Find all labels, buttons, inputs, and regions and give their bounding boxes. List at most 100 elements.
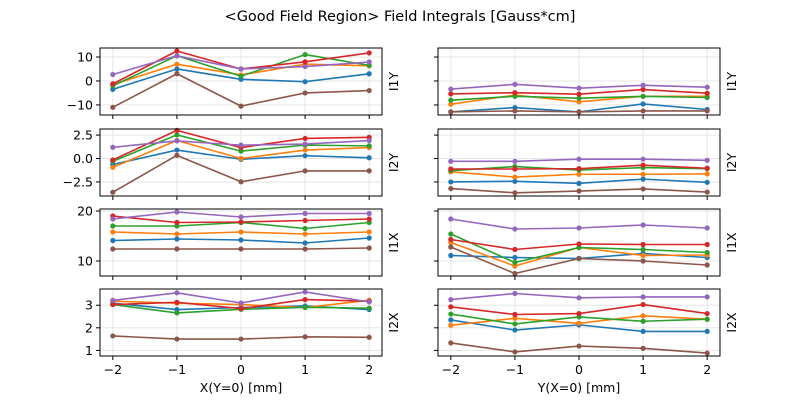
series-3-point: [448, 311, 454, 317]
x-tick-label: −2: [442, 362, 460, 377]
series-6-point: [640, 258, 646, 264]
series-6-point: [174, 246, 180, 252]
series-3-point: [238, 148, 244, 154]
series-5-point: [512, 81, 518, 87]
series-1-point: [238, 237, 244, 243]
series-3-point: [302, 304, 308, 310]
series-6-point: [174, 152, 180, 158]
series-1-point: [704, 179, 710, 185]
series-5-point: [448, 86, 454, 92]
y-tick-label: 2.5: [73, 128, 93, 143]
series-5-point: [512, 226, 518, 232]
series-4-point: [512, 311, 518, 318]
row-ylabel: I2X: [724, 312, 739, 333]
series-2-point: [576, 320, 582, 326]
series-6-point: [238, 336, 244, 342]
series-3-point: [512, 93, 518, 99]
y-tick-label: 2: [85, 320, 93, 335]
series-5-point: [110, 144, 116, 150]
series-3-point: [640, 93, 646, 99]
y-tick-label: −2.5: [63, 174, 93, 189]
series-4-point: [576, 166, 582, 172]
series-4-point: [302, 297, 308, 303]
series-1-point: [174, 147, 180, 153]
series-4-point: [302, 217, 308, 224]
series-5-point: [238, 66, 244, 72]
series-6-point: [238, 103, 244, 109]
series-2-point: [302, 147, 308, 153]
row-ylabel: I2X: [386, 312, 401, 333]
series-3-point: [302, 225, 308, 232]
series-6-point: [704, 189, 710, 195]
series-2-point: [366, 229, 372, 235]
series-4-point: [302, 135, 308, 142]
series-3-point: [640, 246, 646, 253]
series-6-point: [640, 345, 646, 351]
series-2-point: [238, 155, 244, 162]
series-3-point: [366, 143, 372, 149]
series-6-point: [448, 109, 454, 115]
series-4-point: [512, 90, 518, 96]
series-4-point: [704, 310, 710, 317]
series-5-point: [110, 71, 116, 78]
series-5-point: [238, 142, 244, 148]
y-tick-label: 0: [85, 73, 93, 88]
y-tick-label: 10: [77, 254, 93, 269]
series-4-point: [640, 162, 646, 168]
series-1-point: [512, 254, 518, 261]
series-1-point: [448, 317, 454, 323]
x-tick-label: 0: [575, 362, 583, 377]
series-1-point: [302, 240, 308, 246]
series-1-point: [174, 236, 180, 242]
series-1-point: [512, 327, 518, 333]
series-6-point: [576, 188, 582, 194]
series-1-point: [366, 155, 372, 161]
series-3-point: [704, 249, 710, 256]
row-ylabel: I1Y: [386, 72, 401, 92]
series-4-point: [576, 91, 582, 97]
series-1-point: [110, 86, 116, 92]
series-4-point: [110, 157, 116, 163]
series-2-point: [576, 99, 582, 105]
series-4-point: [704, 241, 710, 248]
series-3-point: [366, 305, 372, 311]
series-6-point: [238, 179, 244, 185]
series-1-point: [576, 180, 582, 186]
y-tick-label: 10: [77, 49, 93, 64]
x-tick-label: −2: [104, 362, 122, 377]
series-4-point: [174, 48, 180, 54]
series-5-point: [302, 210, 308, 217]
series-6-point: [576, 343, 582, 349]
series-5-point: [302, 141, 308, 147]
x-tick-label: −1: [506, 362, 524, 377]
series-3-point: [448, 97, 454, 103]
series-3-point: [640, 318, 646, 324]
series-6-point: [238, 246, 244, 252]
chart-title: <Good Field Region> Field Integrals [Gau…: [225, 9, 576, 25]
series-5-point: [640, 156, 646, 162]
series-1-point: [302, 79, 308, 85]
series-1-point: [174, 66, 180, 72]
x-axis-label: X(Y=0) [mm]: [200, 380, 282, 395]
x-tick-label: 2: [703, 362, 711, 377]
series-2-point: [512, 315, 518, 321]
series-5-point: [302, 289, 308, 295]
series-6-point: [448, 185, 454, 192]
series-6-point: [576, 255, 582, 262]
series-4-point: [640, 301, 646, 308]
series-6-point: [704, 108, 710, 114]
series-5-point: [704, 294, 710, 300]
y-tick-label: −10: [67, 97, 93, 112]
series-6-point: [448, 340, 454, 346]
panel-i1x-y: I1X: [434, 208, 739, 280]
series-2-point: [302, 231, 308, 237]
series-5-point: [366, 299, 372, 305]
series-5-point: [576, 85, 582, 91]
series-4-point: [640, 241, 646, 248]
series-4-point: [174, 219, 180, 226]
series-6-point: [302, 334, 308, 340]
row-ylabel: I1X: [724, 232, 739, 253]
